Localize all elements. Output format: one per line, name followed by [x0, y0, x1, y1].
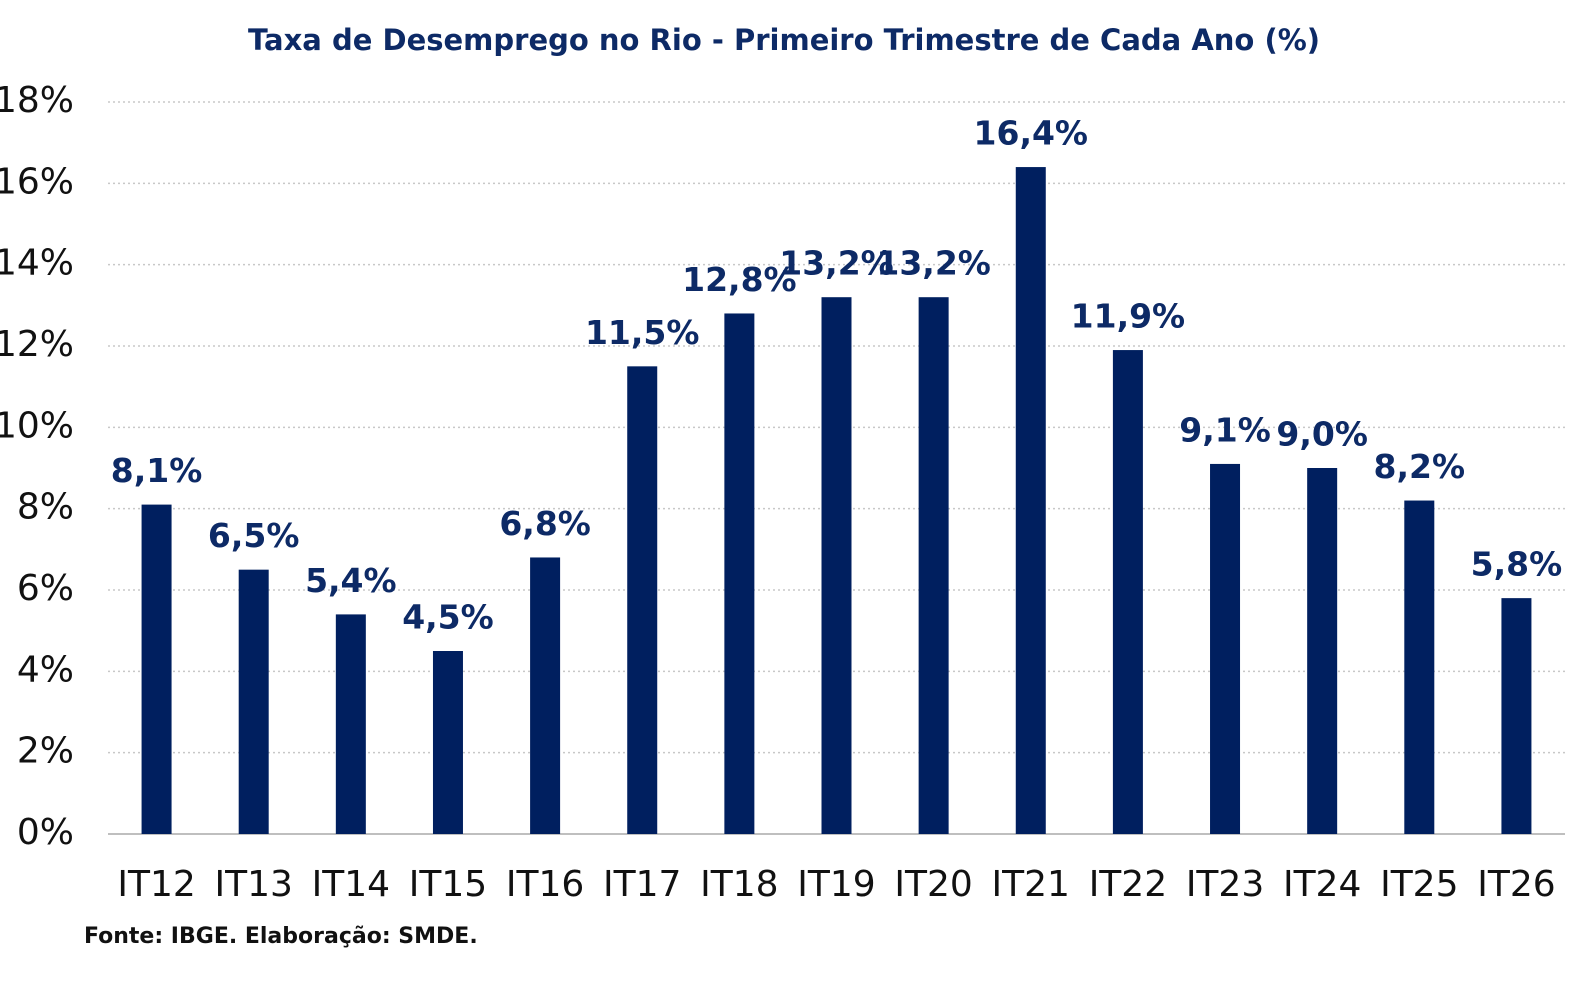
- x-tick-label: IT26: [1477, 864, 1555, 905]
- bar: [1015, 167, 1046, 835]
- bar: [627, 366, 658, 834]
- y-tick-label: 2%: [17, 731, 74, 772]
- bar: [530, 557, 561, 834]
- bar: [1210, 463, 1241, 834]
- value-label: 11,9%: [1071, 297, 1186, 336]
- y-tick-label: 12%: [0, 324, 74, 365]
- bar: [432, 651, 463, 834]
- chart-title: Taxa de Desemprego no Rio - Primeiro Tri…: [248, 23, 1320, 57]
- y-tick-label: 18%: [0, 80, 74, 121]
- bar: [141, 504, 172, 834]
- value-label: 16,4%: [974, 114, 1089, 153]
- bar: [918, 297, 949, 834]
- value-label: 6,5%: [208, 516, 300, 555]
- bar: [335, 614, 366, 834]
- y-tick-label: 4%: [17, 649, 74, 690]
- value-label: 11,5%: [585, 313, 700, 352]
- value-label: 8,2%: [1374, 447, 1466, 486]
- bar: [1307, 468, 1338, 834]
- y-tick-label: 16%: [0, 161, 74, 202]
- x-tick-label: IT14: [312, 864, 390, 905]
- value-label: 9,1%: [1179, 410, 1271, 449]
- bar: [1501, 598, 1532, 834]
- value-label: 8,1%: [111, 451, 203, 490]
- value-label: 9,0%: [1276, 415, 1368, 454]
- value-label: 12,8%: [682, 260, 797, 299]
- value-label: 4,5%: [402, 598, 494, 637]
- bar: [1404, 500, 1435, 834]
- value-label: 6,8%: [499, 504, 591, 543]
- value-label: 5,4%: [305, 561, 397, 600]
- y-tick-label: 6%: [17, 568, 74, 609]
- x-tick-label: IT16: [506, 864, 584, 905]
- x-tick-label: IT17: [603, 864, 681, 905]
- x-tick-label: IT15: [409, 864, 487, 905]
- y-tick-label: 0%: [17, 812, 74, 853]
- bar: [724, 313, 755, 834]
- x-tick-label: IT25: [1380, 864, 1458, 905]
- value-label: 5,8%: [1471, 545, 1563, 584]
- source-note: Fonte: IBGE. Elaboração: SMDE.: [84, 924, 478, 949]
- x-tick-label: IT24: [1283, 864, 1361, 905]
- x-tick-label: IT20: [894, 864, 972, 905]
- y-tick-label: 14%: [0, 243, 74, 284]
- x-tick-label: IT12: [117, 864, 195, 905]
- bar: [821, 297, 852, 834]
- bar: [1112, 350, 1143, 834]
- x-tick-label: IT21: [992, 864, 1070, 905]
- y-tick-label: 8%: [17, 487, 74, 528]
- bar: [238, 569, 269, 834]
- x-tick-label: IT13: [214, 864, 292, 905]
- x-tick-label: IT22: [1089, 864, 1167, 905]
- value-label: 13,2%: [876, 244, 991, 283]
- y-tick-label: 10%: [0, 405, 74, 446]
- x-tick-label: IT19: [797, 864, 875, 905]
- x-tick-label: IT18: [700, 864, 778, 905]
- value-label: 13,2%: [779, 244, 894, 283]
- x-tick-label: IT23: [1186, 864, 1264, 905]
